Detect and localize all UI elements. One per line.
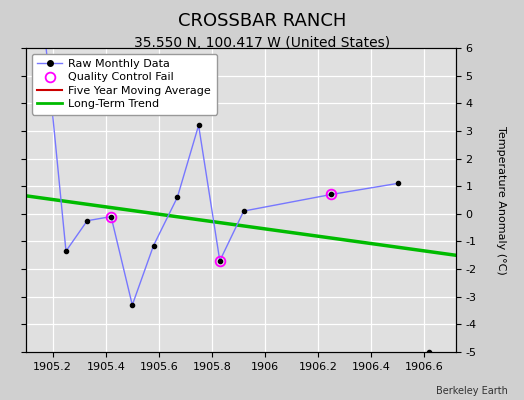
Y-axis label: Temperature Anomaly (°C): Temperature Anomaly (°C) bbox=[496, 126, 506, 274]
Text: 35.550 N, 100.417 W (United States): 35.550 N, 100.417 W (United States) bbox=[134, 36, 390, 50]
Text: Berkeley Earth: Berkeley Earth bbox=[436, 386, 508, 396]
Text: CROSSBAR RANCH: CROSSBAR RANCH bbox=[178, 12, 346, 30]
Legend: Raw Monthly Data, Quality Control Fail, Five Year Moving Average, Long-Term Tren: Raw Monthly Data, Quality Control Fail, … bbox=[32, 54, 217, 115]
